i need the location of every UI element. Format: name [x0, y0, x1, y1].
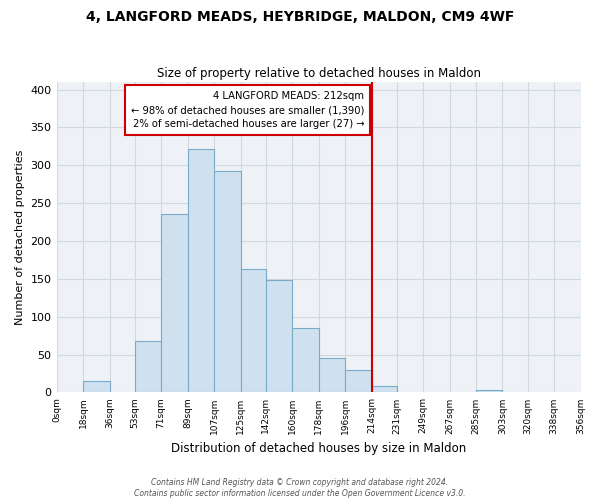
Bar — [476, 390, 502, 392]
X-axis label: Distribution of detached houses by size in Maldon: Distribution of detached houses by size … — [171, 442, 466, 455]
Bar — [371, 386, 397, 392]
Text: 4 LANGFORD MEADS: 212sqm
← 98% of detached houses are smaller (1,390)
2% of semi: 4 LANGFORD MEADS: 212sqm ← 98% of detach… — [131, 91, 364, 129]
Bar — [345, 370, 371, 392]
Bar — [83, 381, 110, 392]
Title: Size of property relative to detached houses in Maldon: Size of property relative to detached ho… — [157, 66, 481, 80]
Bar — [319, 358, 345, 392]
Bar — [188, 150, 214, 392]
Bar — [134, 341, 161, 392]
Text: Contains HM Land Registry data © Crown copyright and database right 2024.
Contai: Contains HM Land Registry data © Crown c… — [134, 478, 466, 498]
Bar — [161, 214, 188, 392]
Bar — [266, 280, 292, 392]
Text: 4, LANGFORD MEADS, HEYBRIDGE, MALDON, CM9 4WF: 4, LANGFORD MEADS, HEYBRIDGE, MALDON, CM… — [86, 10, 514, 24]
Y-axis label: Number of detached properties: Number of detached properties — [15, 150, 25, 325]
Bar — [214, 170, 241, 392]
Bar — [292, 328, 319, 392]
Bar — [241, 269, 266, 392]
